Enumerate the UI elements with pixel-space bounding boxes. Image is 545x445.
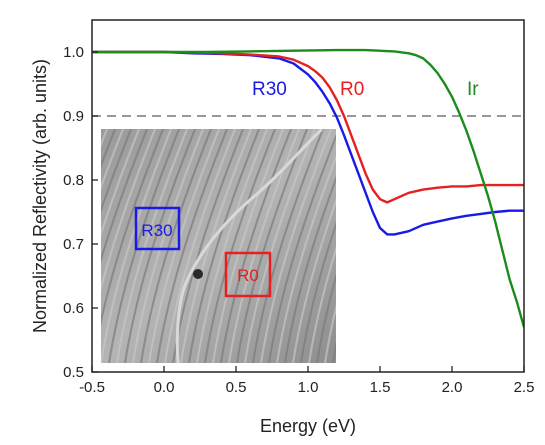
inset-stripe (324, 303, 336, 363)
inset-stripe (252, 129, 324, 363)
inset-image: R30 R0 (101, 129, 483, 363)
y-tick-label: 0.9 (63, 108, 84, 125)
y-tick-label: 1.0 (63, 44, 84, 61)
inset-stripe (101, 129, 124, 190)
inset-stripe (180, 129, 252, 363)
inset-stripe (101, 129, 164, 326)
x-tick-label: 2.5 (514, 379, 535, 396)
series-line-ir (92, 48, 524, 328)
inset-stripe (284, 175, 336, 363)
inset-stripe (349, 129, 419, 363)
series-line-r0 (92, 50, 524, 204)
x-axis: -0.5 0.0 0.5 1.0 1.5 2.0 2.5 (79, 366, 534, 396)
inset-stripe (101, 129, 132, 213)
series-label-r30: R30 (252, 79, 287, 100)
inset-stripe (332, 340, 336, 363)
inset-stripe (101, 129, 148, 263)
inset-label-r30: R30 (141, 221, 172, 240)
inset-stripe (212, 129, 284, 363)
y-tick-label: 0.5 (63, 364, 84, 381)
series-group (92, 48, 524, 328)
x-tick-label: 1.0 (298, 379, 319, 396)
inset-stripe (116, 129, 188, 363)
inset-stripe (132, 129, 204, 363)
inset-stripe (196, 129, 268, 363)
x-axis-title: Energy (eV) (260, 416, 356, 436)
inset-stripe (316, 273, 336, 363)
inset-box-r0 (224, 251, 272, 298)
inset-stripe (204, 129, 276, 363)
inset-stripe (276, 154, 336, 363)
inset-stripe (365, 129, 435, 363)
inset-stripe (357, 129, 427, 363)
inset-stripe (308, 246, 336, 363)
inset-stripe (156, 129, 228, 363)
inset-stripe (236, 129, 308, 363)
inset-stripe (389, 129, 459, 363)
inset-stripe (341, 129, 411, 363)
inset-defect-spot (193, 269, 203, 279)
inset-stripe (140, 129, 212, 363)
y-tick-label: 0.8 (63, 172, 84, 189)
inset-box-r30 (134, 206, 181, 251)
inset-stripe (413, 129, 483, 363)
inset-stripe (300, 221, 336, 363)
x-tick-label: -0.5 (79, 379, 105, 396)
inset-stripe (188, 129, 260, 363)
y-axis: 0.5 0.6 0.7 0.8 0.9 1.0 (63, 44, 98, 381)
inset-stripe (101, 129, 172, 363)
inset-stripe (101, 129, 140, 237)
inset-domain-boundary (175, 129, 324, 363)
series-label-r0: R0 (340, 79, 364, 100)
series-label-ir: Ir (467, 79, 479, 100)
inset-stripe (405, 129, 475, 363)
inset-stripe (124, 129, 196, 363)
inset-stripe (260, 129, 332, 363)
inset-stripe (381, 129, 451, 363)
inset-label-r0: R0 (237, 266, 259, 285)
inset-stripe (108, 129, 180, 363)
inset-stripe (373, 129, 443, 363)
inset-stripe (268, 133, 336, 363)
x-tick-label: 0.0 (154, 379, 175, 396)
inset-stripe (164, 129, 236, 363)
inset-stripe (220, 129, 292, 363)
x-tick-label: 2.0 (442, 379, 463, 396)
y-tick-label: 0.6 (63, 300, 84, 317)
y-axis-title: Normalized Reflectivity (arb. units) (30, 59, 50, 333)
x-tick-label: 0.5 (226, 379, 247, 396)
inset-stripe (292, 198, 336, 363)
y-tick-label: 0.7 (63, 236, 84, 253)
inset-stripe (148, 129, 220, 363)
x-tick-label: 1.5 (370, 379, 391, 396)
inset-stripe (397, 129, 467, 363)
inset-stripe (101, 129, 156, 292)
